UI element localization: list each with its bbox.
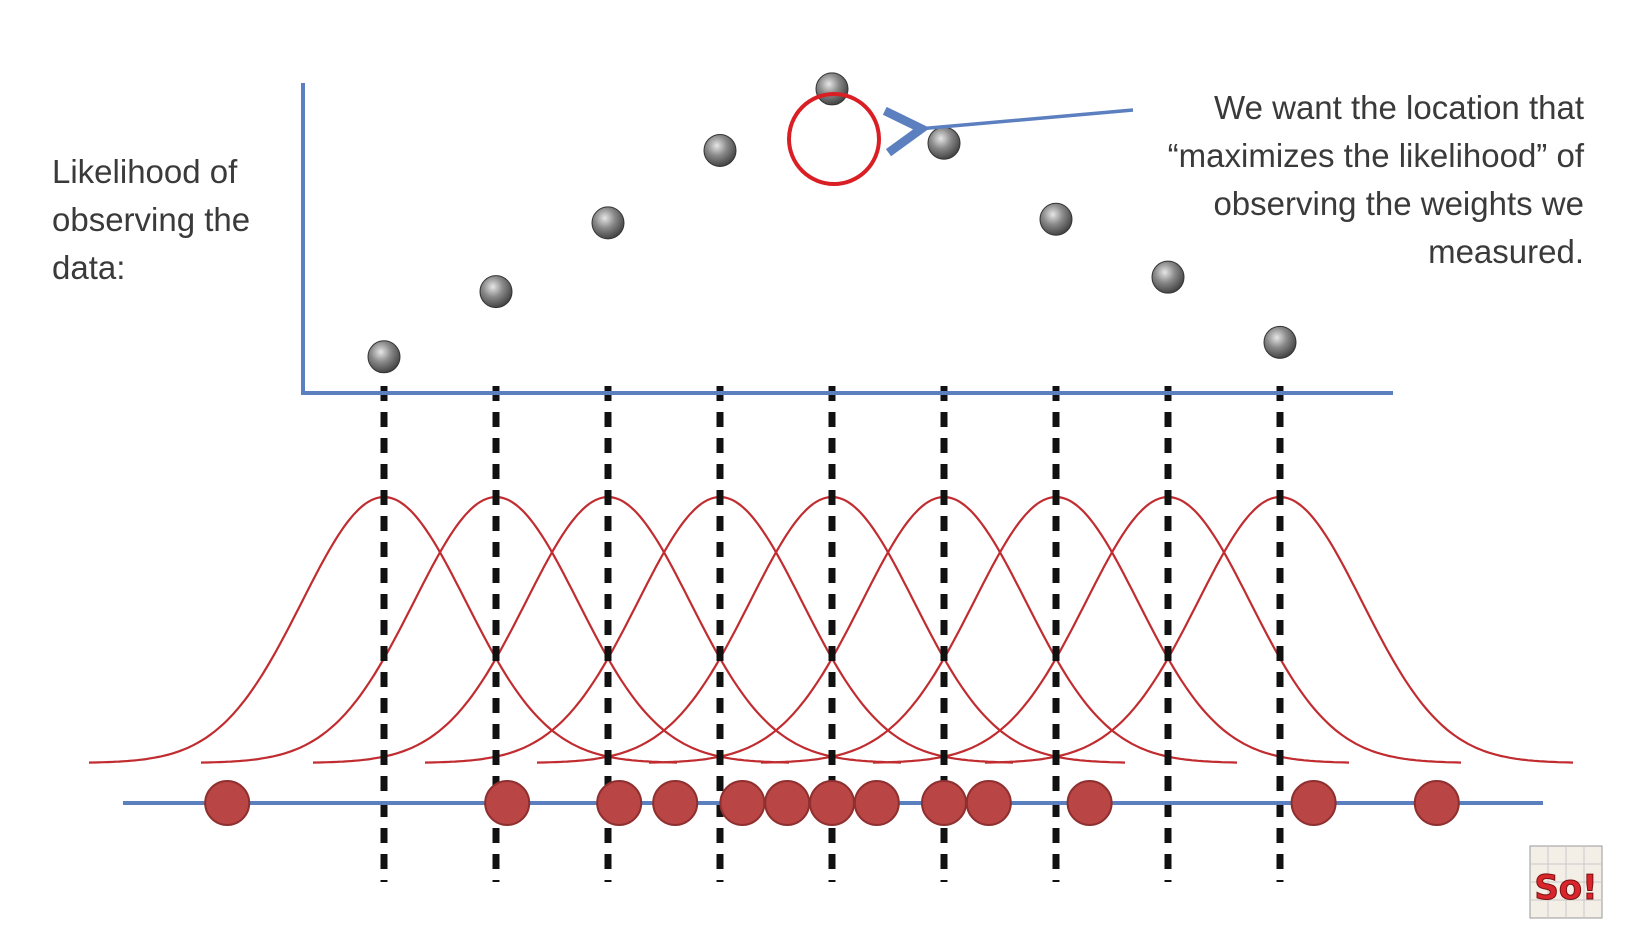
measured-weight-point	[596, 780, 643, 826]
likelihood-point	[1263, 325, 1297, 359]
likelihood-point	[1151, 260, 1185, 294]
y-axis-label: Likelihood of observing the data:	[52, 148, 292, 292]
measured-weight-point	[853, 780, 900, 826]
annotation-line-3: observing the weights we	[1213, 185, 1584, 222]
likelihood-point	[591, 206, 625, 240]
annotation-text: We want the location that “maximizes the…	[1064, 84, 1584, 276]
measured-weight-point	[719, 780, 766, 826]
measured-weight-point	[809, 780, 855, 826]
max-likelihood-highlight-circle	[787, 92, 881, 186]
likelihood-point	[367, 340, 401, 374]
likelihood-point	[703, 133, 737, 167]
annotation-arrow	[918, 110, 1134, 129]
measured-weight-point	[1066, 780, 1113, 826]
measured-weight-point	[484, 780, 531, 826]
likelihood-point	[1039, 202, 1073, 236]
measured-weight-point	[764, 780, 811, 826]
measured-weight-point	[921, 780, 967, 826]
y-axis-label-line-2: observing the	[52, 201, 251, 238]
candidate-location-lines	[380, 386, 1284, 882]
measured-weight-point	[204, 780, 251, 826]
logo-text: So!	[1534, 868, 1597, 908]
y-axis-label-line-1: Likelihood of	[52, 153, 238, 190]
y-axis-label-line-3: data:	[52, 249, 126, 286]
annotation-line-4: measured.	[1428, 233, 1584, 270]
measured-weight-point	[965, 780, 1012, 826]
measured-weight-point	[652, 780, 699, 826]
likelihood-point	[927, 126, 961, 160]
likelihood-point	[479, 275, 513, 309]
max-likelihood-point	[815, 72, 849, 106]
statquest-logo: So!	[1529, 845, 1603, 919]
annotation-line-1: We want the location that	[1214, 89, 1584, 126]
measured-weight-point	[1413, 780, 1460, 826]
measured-weight-point	[1290, 780, 1337, 826]
measured-weights-group	[204, 780, 1460, 826]
annotation-line-2: “maximizes the likelihood” of	[1167, 137, 1584, 174]
